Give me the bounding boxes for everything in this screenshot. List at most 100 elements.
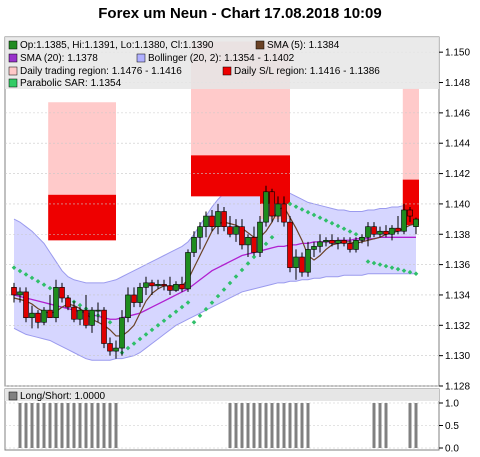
candle-body bbox=[269, 191, 275, 217]
long-bar bbox=[72, 403, 76, 448]
candle bbox=[233, 219, 239, 242]
candle-body bbox=[203, 215, 209, 227]
candle-body bbox=[17, 291, 23, 296]
sar-point bbox=[407, 269, 413, 275]
candle-body bbox=[137, 287, 143, 303]
sub-tick-label-2: 1.0 bbox=[445, 399, 459, 410]
candle bbox=[101, 307, 107, 349]
sar-point bbox=[47, 285, 53, 291]
long-bar bbox=[108, 403, 112, 448]
candle-body bbox=[371, 226, 377, 235]
sar-point bbox=[143, 332, 149, 337]
y-tick-label-9: 1.146 bbox=[445, 108, 470, 119]
long-bar bbox=[30, 403, 34, 448]
candle bbox=[65, 294, 71, 311]
long-bar bbox=[246, 403, 250, 448]
chart-title: Forex um Neun - Chart 17.08.2018 10:09 bbox=[98, 5, 381, 22]
sar-point bbox=[335, 223, 341, 229]
candle-body bbox=[389, 227, 395, 235]
sar-point bbox=[233, 274, 239, 279]
legend-swatch-3 bbox=[136, 53, 146, 63]
candle-body bbox=[71, 306, 77, 320]
sar-point bbox=[179, 304, 185, 310]
candle bbox=[359, 234, 365, 244]
candle-body bbox=[353, 240, 359, 250]
sar-point bbox=[131, 341, 137, 346]
candle bbox=[305, 241, 311, 277]
candle-body bbox=[359, 236, 365, 241]
sub-legend: Long/Short: 1.0000 bbox=[5, 389, 439, 402]
candle-body bbox=[167, 285, 173, 291]
y-tick-label-7: 1.142 bbox=[445, 169, 470, 180]
sar-point bbox=[329, 220, 335, 226]
long-bar bbox=[276, 403, 280, 448]
sar-point bbox=[305, 209, 311, 215]
candle bbox=[35, 310, 41, 329]
long-bar bbox=[54, 403, 58, 448]
candle bbox=[281, 196, 287, 227]
candle-body bbox=[59, 287, 65, 299]
sar-point bbox=[377, 262, 383, 267]
candle-body bbox=[77, 309, 83, 320]
sar-point bbox=[413, 271, 419, 277]
long-bar bbox=[252, 403, 256, 448]
legend-swatch-2 bbox=[8, 53, 18, 63]
candle-body bbox=[53, 287, 59, 319]
candle bbox=[161, 279, 167, 291]
candle bbox=[41, 307, 47, 326]
sar-point bbox=[173, 309, 179, 314]
sar-point bbox=[227, 280, 233, 286]
sar-point bbox=[389, 265, 395, 270]
candle bbox=[59, 282, 65, 303]
candle bbox=[185, 249, 191, 292]
sar-point bbox=[167, 313, 173, 319]
candle bbox=[395, 216, 401, 235]
candle bbox=[155, 279, 161, 289]
candle bbox=[167, 276, 173, 295]
candle-body bbox=[125, 294, 131, 319]
legend-item-2: SMA (20): 1.1378 bbox=[20, 53, 98, 64]
long-short-label: Long/Short: 1.0000 bbox=[20, 391, 106, 402]
candle-body bbox=[173, 284, 179, 291]
sl-region-0 bbox=[48, 194, 117, 241]
candle-body bbox=[281, 203, 287, 223]
candle bbox=[209, 209, 215, 232]
candle bbox=[143, 276, 149, 295]
sar-point bbox=[371, 260, 377, 266]
candle-body bbox=[329, 240, 335, 244]
candle-body bbox=[233, 226, 239, 235]
candle-body bbox=[89, 309, 95, 326]
candle bbox=[173, 281, 179, 292]
sar-point bbox=[17, 268, 23, 274]
y-tick-label-10: 1.148 bbox=[445, 78, 470, 89]
candle bbox=[341, 237, 347, 247]
candle-body bbox=[257, 221, 263, 253]
candle bbox=[107, 337, 113, 356]
candle bbox=[371, 222, 377, 238]
sar-point bbox=[353, 231, 359, 237]
candle bbox=[119, 310, 125, 356]
legend-item-3: Bollinger (20, 2): 1.1354 - 1.1402 bbox=[148, 53, 295, 64]
candle bbox=[329, 234, 335, 247]
bb-lower-line bbox=[13, 273, 416, 361]
candle-body bbox=[107, 343, 113, 352]
candle bbox=[71, 301, 77, 323]
sar-point bbox=[287, 201, 293, 207]
candle bbox=[299, 252, 305, 277]
candle-body bbox=[191, 236, 197, 253]
candle bbox=[83, 294, 89, 329]
candle bbox=[245, 234, 251, 258]
candle-body bbox=[407, 209, 413, 217]
legend: Op:1.1385, Hi:1.1391, Lo:1.1380, Cl:1.13… bbox=[5, 37, 439, 89]
candle bbox=[47, 294, 53, 319]
candle-body bbox=[251, 236, 257, 253]
sar-point bbox=[209, 300, 215, 305]
candle-body bbox=[131, 294, 137, 303]
long-bar bbox=[42, 403, 46, 448]
long-bar bbox=[228, 403, 232, 448]
legend-item-5: Daily S/L region: 1.1416 - 1.1386 bbox=[234, 66, 380, 77]
candle-body bbox=[383, 230, 389, 235]
y-tick-label-8: 1.144 bbox=[445, 139, 470, 150]
candle bbox=[23, 287, 29, 323]
